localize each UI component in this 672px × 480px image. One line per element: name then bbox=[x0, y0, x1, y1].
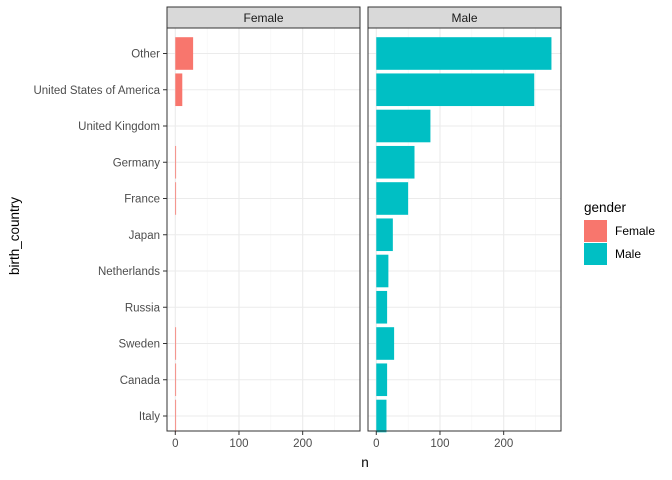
x-tick-label: 0 bbox=[172, 438, 178, 450]
bar-female-italy bbox=[175, 399, 177, 433]
y-axis-title: birth_country bbox=[7, 197, 22, 275]
legend: gender Female Male bbox=[584, 200, 655, 265]
facet-strip-label: Female bbox=[243, 11, 283, 25]
y-tick-label: Netherlands bbox=[98, 266, 160, 278]
bar-male-japan bbox=[376, 218, 393, 252]
x-tick-label: 100 bbox=[430, 438, 449, 450]
legend-key-female bbox=[584, 220, 607, 242]
bar-male-netherlands bbox=[376, 254, 389, 288]
bar-female-other bbox=[175, 37, 194, 70]
bar-male-sweden bbox=[376, 327, 395, 360]
facet-panel-male: Male 0 100 200 bbox=[367, 6, 562, 450]
facet-panel-female: Female 0 100 200 bbox=[166, 6, 361, 450]
y-tick-label: United States of America bbox=[33, 85, 160, 97]
y-tick-label: Sweden bbox=[118, 339, 160, 351]
bar-female-sweden bbox=[175, 327, 177, 360]
y-tick-label: Italy bbox=[139, 411, 160, 423]
y-tick-label: France bbox=[124, 194, 160, 206]
bar-male-united-states-of-america bbox=[376, 73, 535, 107]
bar-male-canada bbox=[376, 363, 388, 397]
bar-female-united-states-of-america bbox=[175, 73, 183, 107]
facet-strip-label: Male bbox=[451, 11, 477, 25]
x-tick-label: 200 bbox=[293, 438, 312, 450]
panel-background bbox=[167, 28, 360, 431]
y-tick-label: Japan bbox=[129, 230, 160, 242]
bar-male-italy bbox=[376, 399, 387, 433]
bar-male-germany bbox=[376, 145, 415, 179]
bar-male-russia bbox=[376, 290, 388, 324]
x-axis-title: n bbox=[361, 455, 369, 470]
y-tick-label: Russia bbox=[125, 302, 161, 314]
facet-strip bbox=[367, 6, 562, 29]
legend-title: gender bbox=[584, 200, 627, 215]
x-tick-label: 0 bbox=[373, 438, 379, 450]
y-tick-label: Canada bbox=[120, 375, 161, 387]
bar-female-germany bbox=[175, 145, 177, 179]
legend-label-female: Female bbox=[615, 224, 655, 238]
y-tick-label: United Kingdom bbox=[78, 121, 160, 133]
bar-male-other bbox=[376, 37, 552, 70]
bar-female-france bbox=[175, 182, 177, 215]
facet-strip bbox=[166, 6, 361, 29]
bar-male-united-kingdom bbox=[376, 109, 431, 143]
y-tick-label: Germany bbox=[113, 157, 161, 169]
legend-label-male: Male bbox=[615, 247, 641, 261]
legend-items: Female Male bbox=[584, 220, 655, 265]
y-tick-label: Other bbox=[131, 49, 160, 61]
facet-panels: Female 0 100 200 Male 0 100 200 bbox=[166, 6, 562, 450]
legend-key-male bbox=[584, 243, 607, 265]
y-axis-tick-labels: Other United States of America United King… bbox=[33, 49, 167, 423]
bar-female-canada bbox=[175, 363, 177, 397]
x-tick-label: 200 bbox=[494, 438, 513, 450]
bar-male-france bbox=[376, 182, 409, 215]
x-tick-label: 100 bbox=[229, 438, 248, 450]
